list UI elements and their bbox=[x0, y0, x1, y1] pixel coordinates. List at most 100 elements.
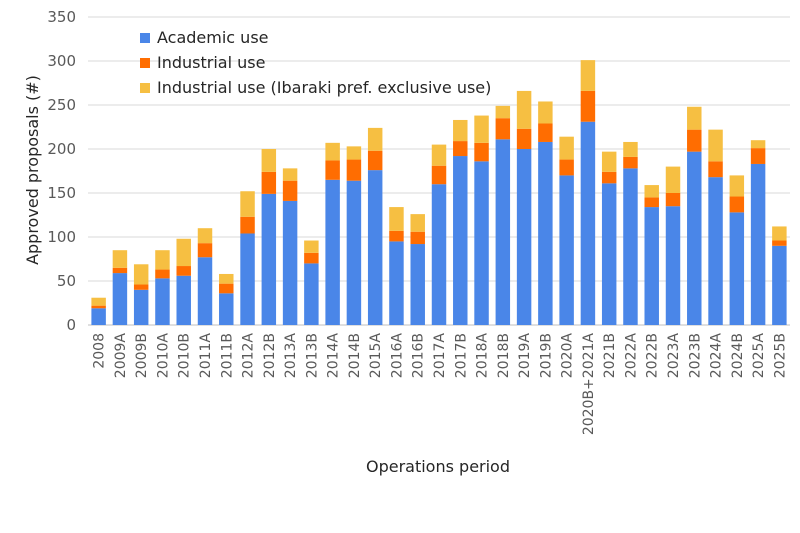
bar-segment-industrial bbox=[665, 193, 681, 207]
bar-segment-academic bbox=[389, 241, 404, 325]
x-tick-label: 2025A bbox=[751, 333, 767, 379]
legend-swatch bbox=[140, 83, 150, 93]
bar-segment-ibaraki bbox=[516, 90, 532, 129]
bar-segment-industrial bbox=[474, 142, 489, 162]
bar-segment-industrial bbox=[282, 180, 298, 201]
y-tick-label: 100 bbox=[47, 228, 76, 246]
bar-segment-academic bbox=[176, 275, 191, 325]
bar-segment-ibaraki bbox=[708, 129, 723, 162]
bars bbox=[91, 60, 787, 325]
bar-segment-academic bbox=[304, 263, 319, 325]
y-axis-title: Approved proposals (#) bbox=[23, 75, 42, 265]
bar-segment-industrial bbox=[580, 90, 596, 122]
x-tick-label: 2013B bbox=[304, 333, 320, 378]
x-tick-label: 2021B bbox=[602, 333, 618, 378]
bar-segment-ibaraki bbox=[453, 119, 468, 142]
bar-segment-academic bbox=[665, 206, 681, 325]
bar-segment-academic bbox=[580, 121, 596, 325]
x-tick-label: 2022B bbox=[645, 333, 661, 378]
bar-segment-ibaraki bbox=[219, 273, 234, 284]
bar-segment-ibaraki bbox=[601, 151, 617, 172]
bar-segment-industrial bbox=[389, 230, 404, 242]
x-tick-label: 2017A bbox=[432, 333, 448, 379]
bar-segment-industrial bbox=[176, 266, 191, 276]
bar-segment-academic bbox=[708, 177, 723, 325]
bar-segment-ibaraki bbox=[176, 238, 191, 267]
bar-segment-academic bbox=[431, 184, 447, 325]
bar-segment-industrial bbox=[91, 305, 106, 309]
bar-segment-industrial bbox=[346, 159, 362, 181]
bar-segment-academic bbox=[453, 156, 468, 325]
bar-segment-academic bbox=[410, 244, 425, 325]
legend-label: Industrial use (Ibaraki pref. exclusive … bbox=[157, 78, 491, 97]
bar-segment-academic bbox=[261, 193, 277, 325]
x-tick-label: 2008 bbox=[92, 333, 108, 369]
bar-segment-ibaraki bbox=[580, 60, 596, 91]
bar-segment-industrial bbox=[495, 118, 511, 140]
y-tick-label: 50 bbox=[57, 272, 76, 290]
bar-segment-industrial bbox=[133, 284, 149, 290]
x-tick-label: 2015A bbox=[368, 333, 384, 379]
bar-segment-industrial bbox=[155, 269, 170, 279]
x-tick-label: 2009A bbox=[113, 333, 129, 379]
x-tick-label: 2011A bbox=[198, 333, 214, 379]
bar-segment-ibaraki bbox=[431, 144, 447, 166]
bar-segment-industrial bbox=[240, 216, 255, 234]
bar-segment-industrial bbox=[367, 150, 383, 171]
bar-segment-industrial bbox=[750, 148, 766, 164]
bar-segment-academic bbox=[474, 161, 489, 325]
bar-segment-ibaraki bbox=[197, 228, 213, 244]
bar-segment-ibaraki bbox=[133, 264, 149, 285]
x-axis-title: Operations period bbox=[366, 457, 510, 476]
x-axis-ticks: 2008 2009A 2009B 2010A 2010B 2011A 2011B 2012A 2… bbox=[92, 333, 789, 436]
bar-segment-academic bbox=[516, 149, 532, 325]
y-tick-label: 350 bbox=[47, 8, 76, 26]
bar-segment-industrial bbox=[325, 160, 340, 180]
y-tick-label: 250 bbox=[47, 96, 76, 114]
bar-segment-ibaraki bbox=[91, 297, 106, 306]
bar-segment-academic bbox=[729, 212, 745, 325]
legend-swatch bbox=[140, 33, 150, 43]
bar-segment-industrial bbox=[410, 231, 425, 245]
bar-segment-industrial bbox=[601, 171, 617, 184]
x-tick-label: 2025B bbox=[772, 333, 788, 378]
bar-segment-ibaraki bbox=[112, 250, 128, 268]
bar-segment-ibaraki bbox=[687, 106, 702, 130]
x-tick-label: 2014A bbox=[326, 333, 342, 379]
legend-label: Industrial use bbox=[157, 53, 265, 72]
x-tick-label: 2010A bbox=[155, 333, 171, 379]
bar-segment-academic bbox=[155, 278, 170, 325]
x-tick-label: 2011B bbox=[219, 333, 235, 378]
bar-segment-academic bbox=[750, 163, 766, 325]
bar-segment-industrial bbox=[644, 197, 659, 208]
bar-segment-ibaraki bbox=[240, 191, 255, 217]
bar-segment-industrial bbox=[261, 171, 277, 194]
bar-segment-academic bbox=[495, 139, 511, 325]
bar-segment-academic bbox=[559, 175, 574, 325]
bar-segment-industrial bbox=[112, 267, 128, 274]
bar-segment-ibaraki bbox=[644, 185, 659, 198]
bar-segment-academic bbox=[601, 183, 617, 325]
bar-segment-academic bbox=[687, 151, 702, 325]
x-tick-label: 2019A bbox=[517, 333, 533, 379]
bar-segment-ibaraki bbox=[389, 207, 404, 231]
x-tick-label: 2016A bbox=[389, 333, 405, 379]
x-tick-label: 2024A bbox=[709, 333, 725, 379]
x-tick-label: 2020A bbox=[560, 333, 576, 379]
x-tick-label: 2009B bbox=[134, 333, 150, 378]
bar-segment-academic bbox=[282, 200, 298, 325]
bar-segment-ibaraki bbox=[304, 240, 319, 253]
bar-segment-industrial bbox=[219, 283, 234, 294]
x-tick-label: 2020B+2021A bbox=[581, 333, 597, 436]
x-tick-label: 2013A bbox=[283, 333, 299, 379]
bar-segment-industrial bbox=[453, 141, 468, 157]
bar-segment-ibaraki bbox=[474, 115, 489, 143]
bar-segment-ibaraki bbox=[538, 101, 553, 124]
bar-segment-industrial bbox=[538, 123, 553, 142]
bar-segment-ibaraki bbox=[623, 141, 638, 157]
bar-segment-ibaraki bbox=[346, 146, 362, 160]
bar-segment-academic bbox=[197, 257, 213, 325]
bar-segment-ibaraki bbox=[282, 168, 298, 181]
bar-segment-ibaraki bbox=[665, 166, 681, 193]
